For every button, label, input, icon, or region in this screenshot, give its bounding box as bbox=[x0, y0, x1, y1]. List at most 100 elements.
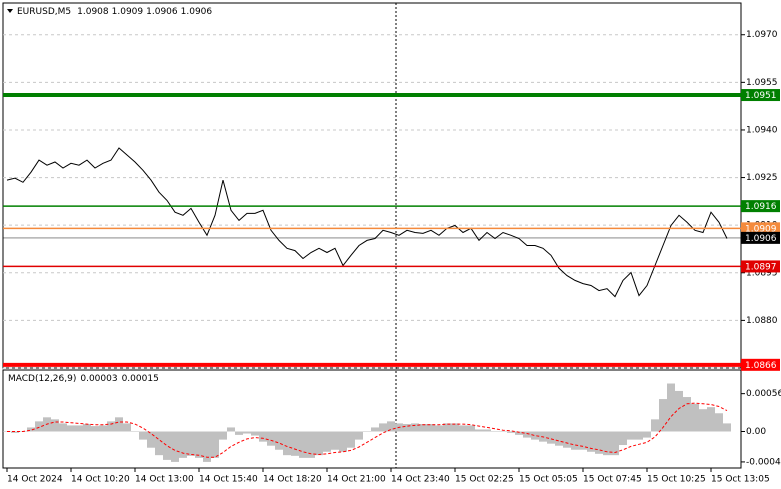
histogram-bar bbox=[315, 431, 323, 456]
histogram-bar bbox=[523, 431, 531, 438]
x-tick-label: 14 Oct 18:20 bbox=[263, 475, 322, 485]
x-tick-label: 15 Oct 02:25 bbox=[455, 475, 514, 485]
histogram-bar bbox=[115, 417, 123, 432]
level-label: 1.0909 bbox=[745, 224, 777, 234]
signal-line bbox=[7, 402, 728, 458]
histogram-bar bbox=[675, 390, 683, 432]
histogram-bar bbox=[715, 413, 723, 432]
histogram-bar bbox=[123, 423, 131, 432]
histogram-bar bbox=[571, 431, 579, 450]
histogram-bar bbox=[11, 431, 19, 433]
ohlc-value: 1.0909 bbox=[112, 7, 144, 17]
histogram-bar bbox=[659, 399, 667, 432]
x-tick-label: 14 Oct 15:40 bbox=[199, 475, 258, 485]
histogram-bar bbox=[299, 431, 307, 458]
level-label-bg bbox=[741, 200, 780, 213]
symbol: EURUSD,M5 bbox=[17, 7, 71, 17]
y-tick-label: 0.00 bbox=[746, 427, 766, 437]
y-tick-label: 1.0970 bbox=[746, 30, 778, 40]
histogram-bar bbox=[307, 431, 315, 458]
y-tick-label: 1.0895 bbox=[746, 268, 778, 278]
level-label-bg bbox=[741, 260, 780, 273]
histogram-bar bbox=[603, 431, 611, 456]
y-tick-label: 1.0940 bbox=[746, 125, 778, 135]
histogram-bar bbox=[283, 431, 291, 456]
histogram-bar bbox=[595, 431, 603, 454]
histogram-bar bbox=[555, 431, 563, 446]
level-label-bg bbox=[741, 89, 780, 102]
histogram-bar bbox=[507, 431, 515, 433]
histogram-bar bbox=[227, 427, 235, 432]
histogram-bar bbox=[235, 431, 243, 435]
histogram-bar bbox=[627, 431, 635, 440]
histogram-bar bbox=[531, 431, 539, 440]
histogram-bar bbox=[83, 424, 91, 432]
histogram-bar bbox=[139, 431, 147, 440]
histogram-bar bbox=[443, 423, 451, 432]
histogram-bar bbox=[339, 431, 347, 452]
histogram-bar bbox=[163, 431, 171, 460]
histogram-bar bbox=[259, 431, 267, 442]
macd-header: MACD(12,26,9) 0.00003 0.00015 bbox=[8, 374, 159, 384]
chart-header: EURUSD,M5 1.0908 1.0909 1.0906 1.0906 bbox=[17, 7, 212, 17]
histogram-bar bbox=[707, 407, 715, 432]
histogram-bar bbox=[699, 409, 707, 432]
level-label: 1.0906 bbox=[745, 234, 777, 244]
histogram-bar bbox=[275, 431, 283, 450]
level-label: 1.0866 bbox=[745, 361, 777, 371]
histogram-bar bbox=[219, 431, 227, 440]
y-tick-label: 1.0955 bbox=[746, 78, 778, 88]
histogram-bar bbox=[51, 419, 59, 432]
histogram-bar bbox=[131, 431, 139, 433]
histogram-bar bbox=[267, 431, 275, 446]
histogram-bar bbox=[563, 431, 571, 448]
histogram-bar bbox=[203, 431, 211, 462]
histogram-bar bbox=[195, 431, 203, 458]
indicator-reading: 0.00003 bbox=[80, 374, 117, 384]
histogram-bar bbox=[467, 425, 475, 432]
histogram-bar bbox=[147, 431, 155, 448]
level-label-bg bbox=[741, 358, 780, 371]
histogram-bar bbox=[171, 431, 179, 462]
level-label-bg bbox=[741, 231, 780, 244]
level-label: 1.0951 bbox=[745, 91, 777, 101]
histogram-bar bbox=[403, 424, 411, 432]
histogram-bar bbox=[515, 431, 523, 435]
histogram-bar bbox=[387, 421, 395, 432]
histogram-bar bbox=[411, 423, 419, 432]
histogram-bar bbox=[723, 423, 731, 432]
menu-icon bbox=[7, 9, 13, 13]
histogram-bar bbox=[91, 426, 99, 432]
histogram-bar bbox=[59, 423, 67, 432]
histogram-bar bbox=[451, 423, 459, 432]
histogram-bar bbox=[643, 431, 651, 438]
price-panel bbox=[2, 2, 742, 369]
histogram-bar bbox=[483, 429, 491, 432]
x-tick-label: 15 Oct 05:05 bbox=[519, 475, 578, 485]
macd-panel bbox=[2, 369, 742, 469]
histogram-bar bbox=[667, 383, 675, 432]
y-tick-label: 1.0880 bbox=[746, 316, 778, 326]
histogram-bar bbox=[363, 431, 371, 433]
x-tick-label: 14 Oct 23:40 bbox=[391, 475, 450, 485]
histogram-bar bbox=[75, 425, 83, 432]
histogram-bar bbox=[691, 403, 699, 432]
histogram-bar bbox=[331, 431, 339, 450]
x-tick-label: 15 Oct 10:25 bbox=[647, 475, 706, 485]
histogram-bar bbox=[211, 431, 219, 458]
histogram-bar bbox=[491, 431, 499, 433]
histogram-bar bbox=[419, 424, 427, 432]
ohlc-value: 1.0906 bbox=[146, 7, 178, 17]
histogram-bar bbox=[347, 431, 355, 448]
level-label: 1.0916 bbox=[745, 202, 777, 212]
histogram-bar bbox=[155, 431, 163, 456]
y-tick-label: -0.00045 bbox=[746, 457, 781, 467]
x-tick-label: 14 Oct 21:00 bbox=[327, 475, 386, 485]
histogram-bar bbox=[379, 423, 387, 432]
histogram-bar bbox=[619, 431, 627, 446]
histogram-bar bbox=[435, 425, 443, 432]
y-tick-label: 0.00056 bbox=[746, 389, 781, 399]
ohlc-value: 1.0906 bbox=[181, 7, 213, 17]
histogram-bar bbox=[587, 431, 595, 452]
